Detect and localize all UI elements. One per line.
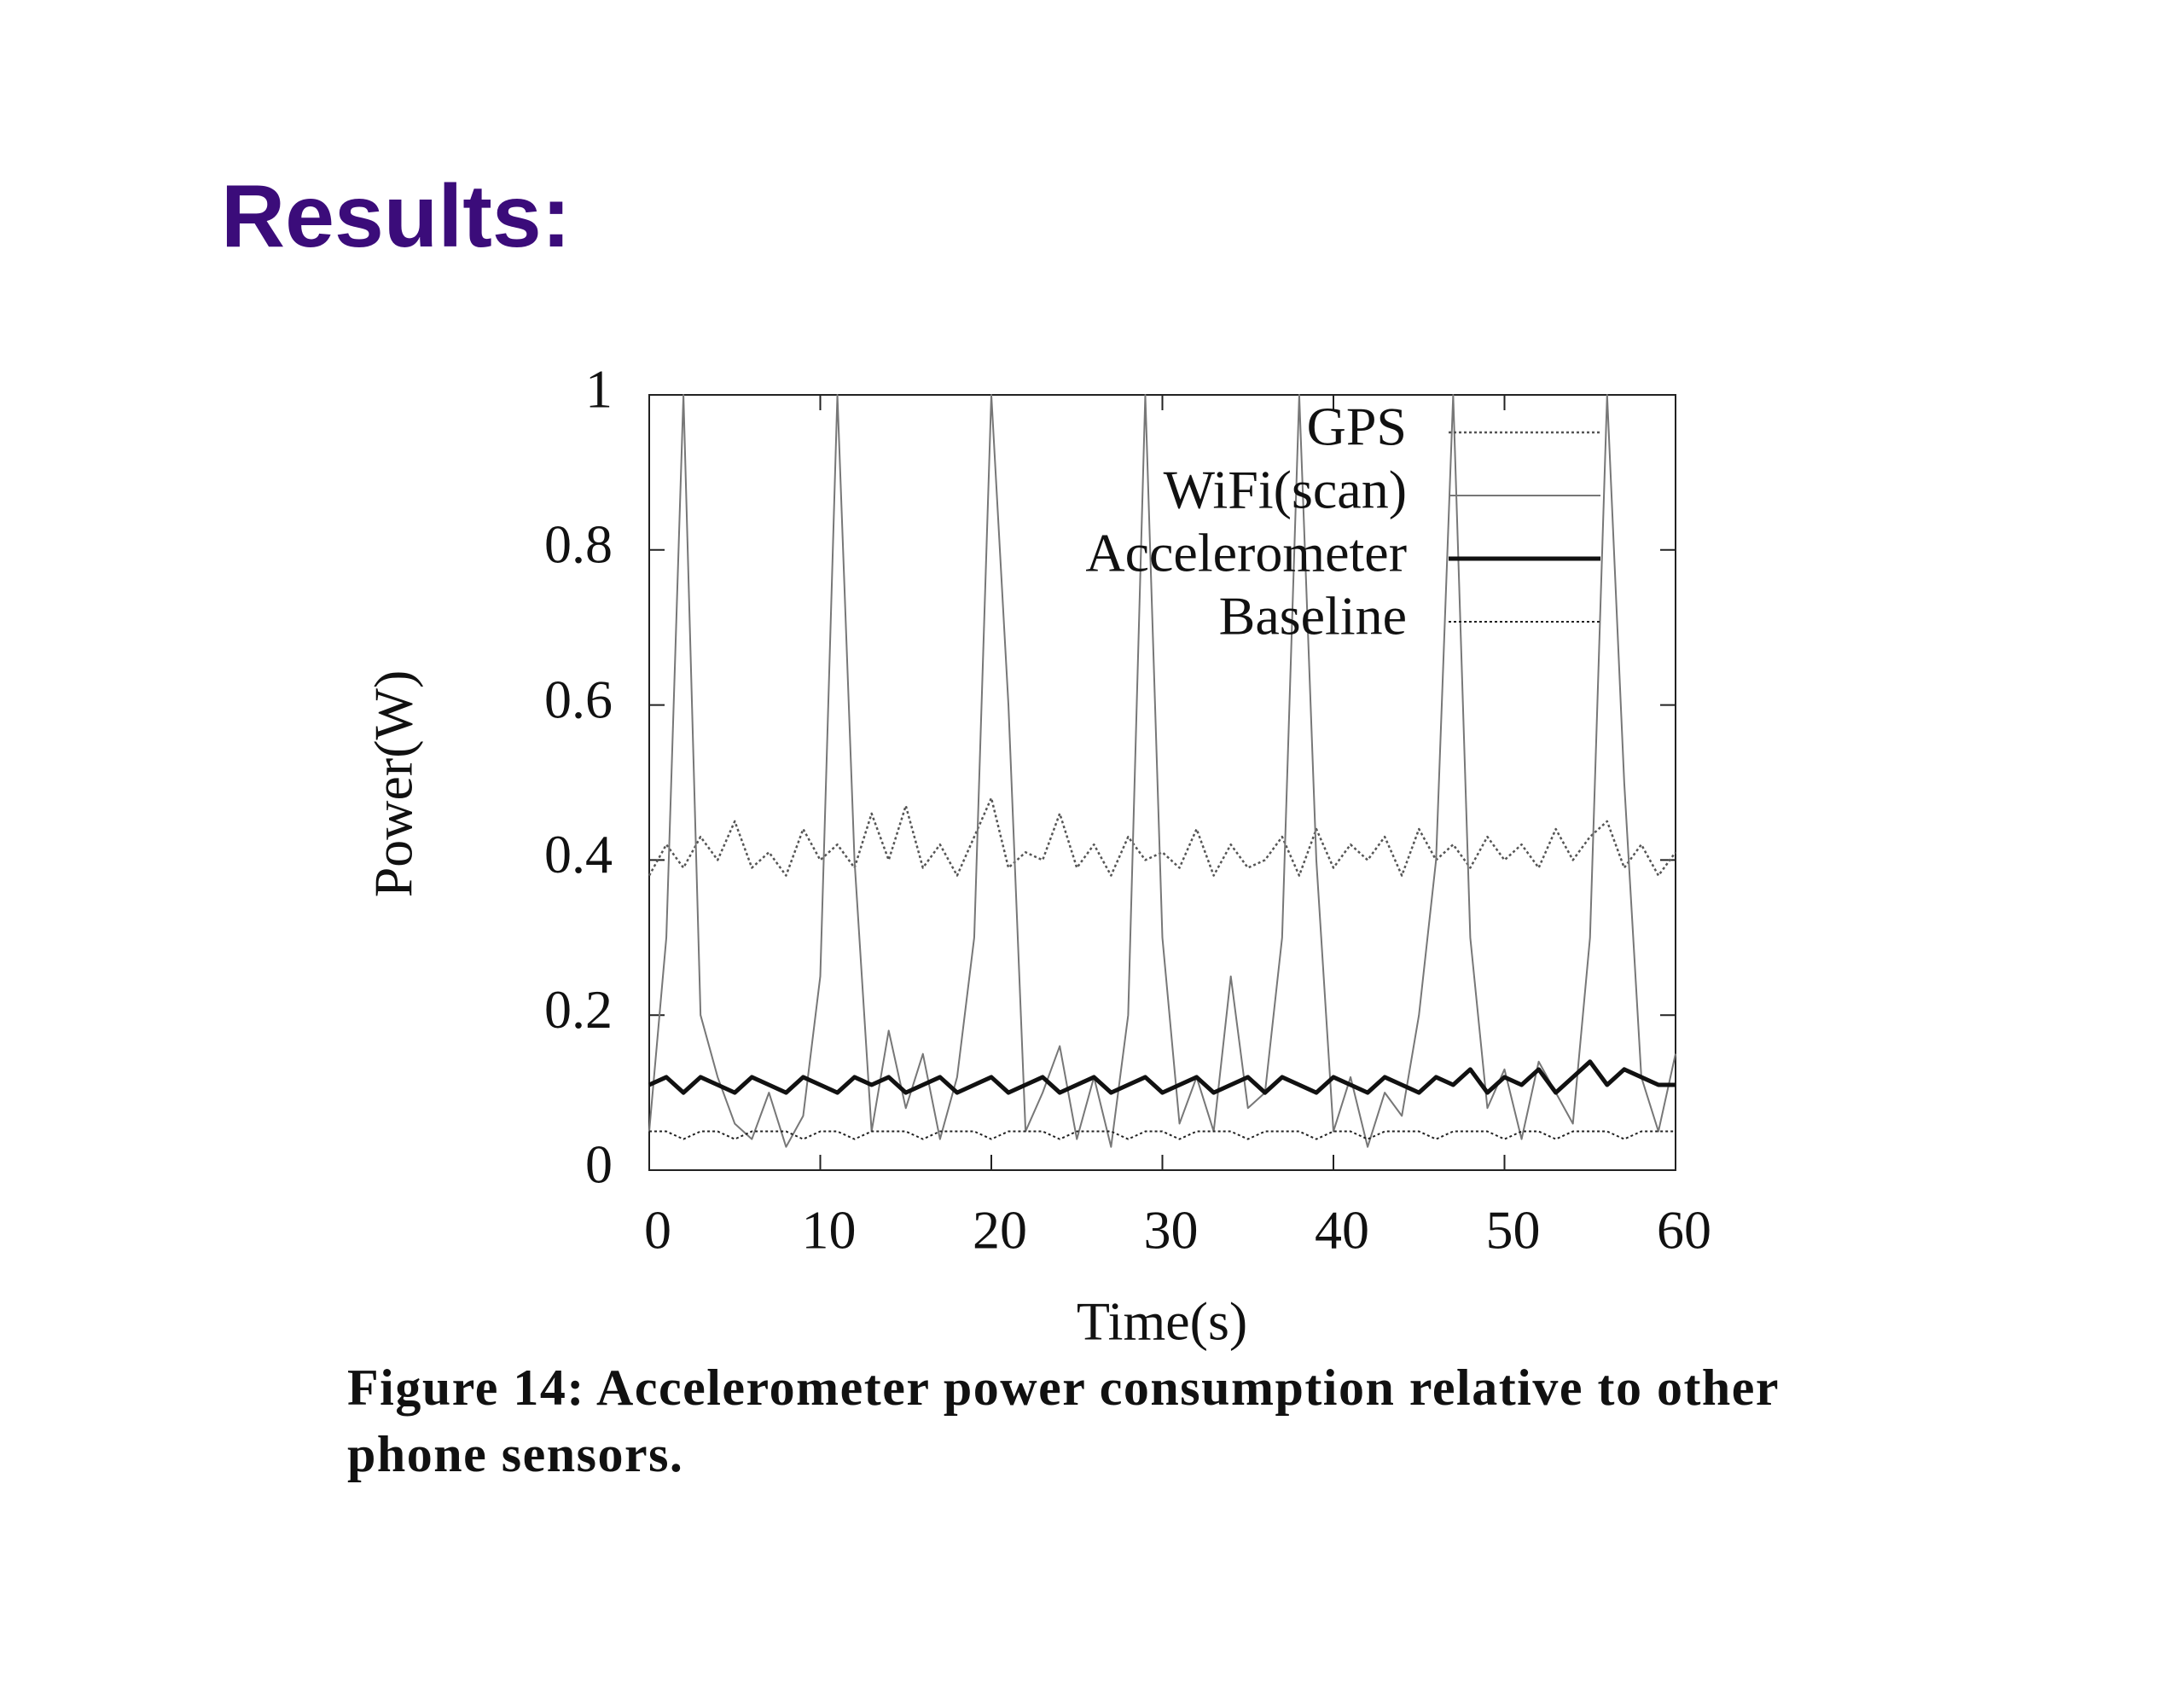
y-tick-label: 0.8 xyxy=(544,513,613,574)
series-line xyxy=(649,1130,1676,1140)
slide-title: Results: xyxy=(221,167,572,266)
x-tick-label: 20 xyxy=(973,1200,1027,1261)
legend-label: WiFi(scan) xyxy=(1164,460,1407,520)
x-tick-label: 30 xyxy=(1144,1200,1199,1261)
legend-label: GPS xyxy=(1307,397,1407,457)
series-line xyxy=(648,1059,1676,1095)
series-line xyxy=(648,394,1676,1148)
x-tick-label: 60 xyxy=(1657,1200,1711,1261)
legend-label: Baseline xyxy=(1219,586,1407,646)
x-tick-label: 40 xyxy=(1315,1200,1369,1261)
legend-label: Accelerometer xyxy=(1085,523,1407,583)
y-tick-label: 1 xyxy=(585,359,613,420)
x-axis-label: Time(s) xyxy=(1077,1291,1247,1352)
x-tick-label: 50 xyxy=(1486,1200,1541,1261)
y-tick-label: 0.2 xyxy=(544,979,613,1040)
x-tick-label: 0 xyxy=(644,1200,671,1261)
plot-frame xyxy=(648,394,1676,1171)
y-tick-label: 0 xyxy=(585,1134,613,1195)
y-tick-label: 0.4 xyxy=(544,824,613,884)
x-tick-label: 10 xyxy=(802,1200,857,1261)
y-axis-label: Power(W) xyxy=(363,670,424,898)
series-line xyxy=(648,797,1677,877)
y-tick-label: 0.6 xyxy=(544,669,613,729)
figure-caption: Figure 14: Accelerometer power consumpti… xyxy=(347,1359,1779,1482)
